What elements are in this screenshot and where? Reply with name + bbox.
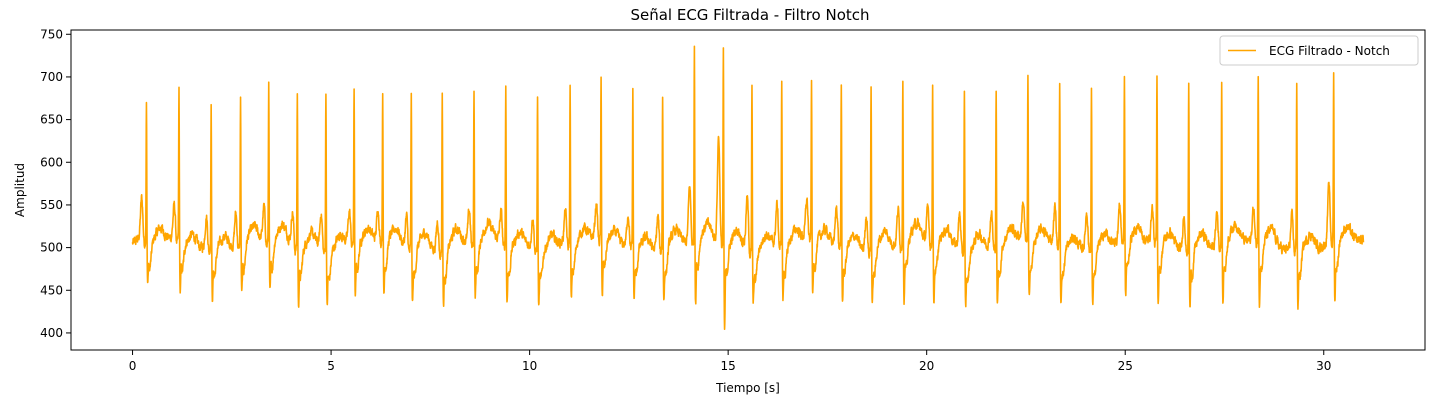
- x-tick-label: 30: [1316, 359, 1331, 373]
- y-tick-label: 500: [40, 241, 63, 255]
- legend: ECG Filtrado - Notch: [1219, 35, 1419, 66]
- x-tick-label: 15: [721, 359, 736, 373]
- legend-box: [1219, 35, 1419, 66]
- chart-title: Señal ECG Filtrada - Filtro Notch: [630, 6, 869, 24]
- y-tick-label: 450: [40, 283, 63, 297]
- y-tick-label: 700: [40, 70, 63, 84]
- x-tick-label: 20: [919, 359, 934, 373]
- y-tick-label: 550: [40, 198, 63, 212]
- y-tick-label: 650: [40, 113, 63, 127]
- x-tick-label: 5: [327, 359, 335, 373]
- ecg-series-line: [131, 45, 1365, 330]
- legend-label: ECG Filtrado - Notch: [1269, 44, 1390, 58]
- x-axis-label: Tiempo [s]: [715, 381, 780, 395]
- y-tick-label: 750: [40, 27, 63, 41]
- x-axis-ticks: 0 5 10 15 20 25 30: [129, 350, 1331, 373]
- y-tick-label: 600: [40, 155, 63, 169]
- plot-area-frame: [70, 29, 1426, 351]
- x-tick-label: 25: [1118, 359, 1133, 373]
- y-axis-ticks: 400 450 500 550 600 650 700 750: [40, 27, 71, 340]
- y-axis-label: Amplitud: [13, 163, 27, 217]
- x-tick-label: 10: [522, 359, 537, 373]
- x-tick-label: 0: [129, 359, 137, 373]
- y-tick-label: 400: [40, 326, 63, 340]
